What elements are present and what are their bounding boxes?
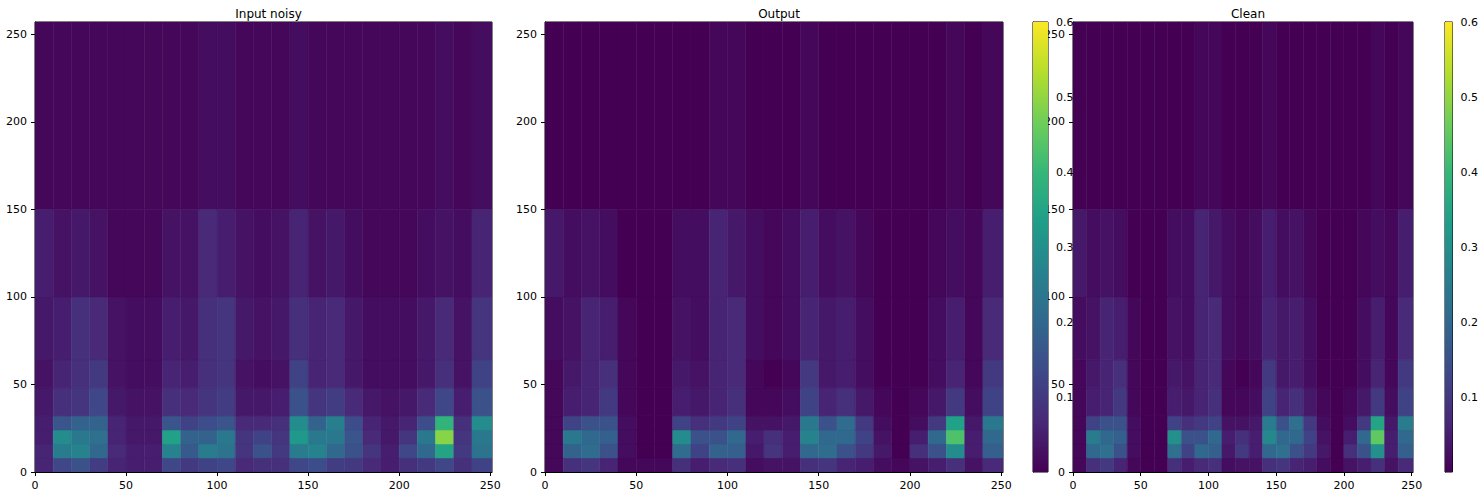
svg-text:Output: Output bbox=[758, 7, 800, 21]
svg-text:50: 50 bbox=[119, 479, 133, 492]
svg-text:Clean: Clean bbox=[1231, 7, 1265, 21]
svg-text:0.6: 0.6 bbox=[1056, 16, 1074, 29]
svg-text:200: 200 bbox=[1333, 479, 1354, 492]
svg-text:0.6: 0.6 bbox=[1461, 16, 1479, 29]
svg-text:0.1: 0.1 bbox=[1056, 391, 1074, 404]
svg-text:0.5: 0.5 bbox=[1056, 91, 1074, 104]
svg-text:150: 150 bbox=[298, 479, 319, 492]
svg-text:150: 150 bbox=[1266, 479, 1287, 492]
svg-text:0: 0 bbox=[542, 479, 549, 492]
svg-text:150: 150 bbox=[6, 203, 27, 216]
svg-text:0: 0 bbox=[32, 479, 39, 492]
svg-text:250: 250 bbox=[991, 479, 1012, 492]
svg-text:50: 50 bbox=[523, 378, 537, 391]
svg-text:200: 200 bbox=[389, 479, 410, 492]
svg-text:0.4: 0.4 bbox=[1056, 166, 1074, 179]
svg-text:100: 100 bbox=[516, 290, 537, 303]
svg-text:150: 150 bbox=[1044, 202, 1065, 216]
svg-text:100: 100 bbox=[6, 290, 27, 303]
svg-text:0.2: 0.2 bbox=[1056, 316, 1074, 329]
svg-text:0.1: 0.1 bbox=[1461, 391, 1479, 404]
svg-text:250: 250 bbox=[516, 28, 537, 41]
svg-text:200: 200 bbox=[516, 115, 537, 128]
svg-text:0.4: 0.4 bbox=[1461, 166, 1479, 179]
svg-text:100: 100 bbox=[1198, 479, 1219, 492]
svg-text:0.5: 0.5 bbox=[1461, 91, 1479, 104]
svg-text:50: 50 bbox=[13, 378, 27, 391]
svg-text:0: 0 bbox=[1070, 479, 1077, 492]
svg-text:250: 250 bbox=[480, 479, 501, 492]
svg-text:Input noisy: Input noisy bbox=[235, 7, 302, 21]
svg-text:250: 250 bbox=[1044, 27, 1065, 41]
svg-text:0: 0 bbox=[1058, 466, 1065, 479]
svg-text:200: 200 bbox=[1044, 115, 1065, 129]
svg-text:0: 0 bbox=[20, 466, 27, 479]
svg-text:50: 50 bbox=[1134, 479, 1148, 492]
svg-text:100: 100 bbox=[717, 479, 738, 492]
svg-text:150: 150 bbox=[808, 479, 829, 492]
svg-text:100: 100 bbox=[1044, 290, 1065, 304]
svg-text:0.3: 0.3 bbox=[1056, 241, 1074, 254]
svg-text:200: 200 bbox=[899, 479, 920, 492]
svg-text:50: 50 bbox=[629, 479, 643, 492]
svg-text:0.3: 0.3 bbox=[1461, 241, 1479, 254]
svg-text:150: 150 bbox=[516, 203, 537, 216]
svg-text:250: 250 bbox=[1401, 479, 1422, 492]
svg-text:0.2: 0.2 bbox=[1461, 316, 1479, 329]
svg-text:250: 250 bbox=[6, 28, 27, 41]
svg-text:0: 0 bbox=[530, 466, 537, 479]
svg-text:100: 100 bbox=[207, 479, 228, 492]
svg-text:200: 200 bbox=[6, 115, 27, 128]
svg-text:50: 50 bbox=[1051, 378, 1065, 391]
